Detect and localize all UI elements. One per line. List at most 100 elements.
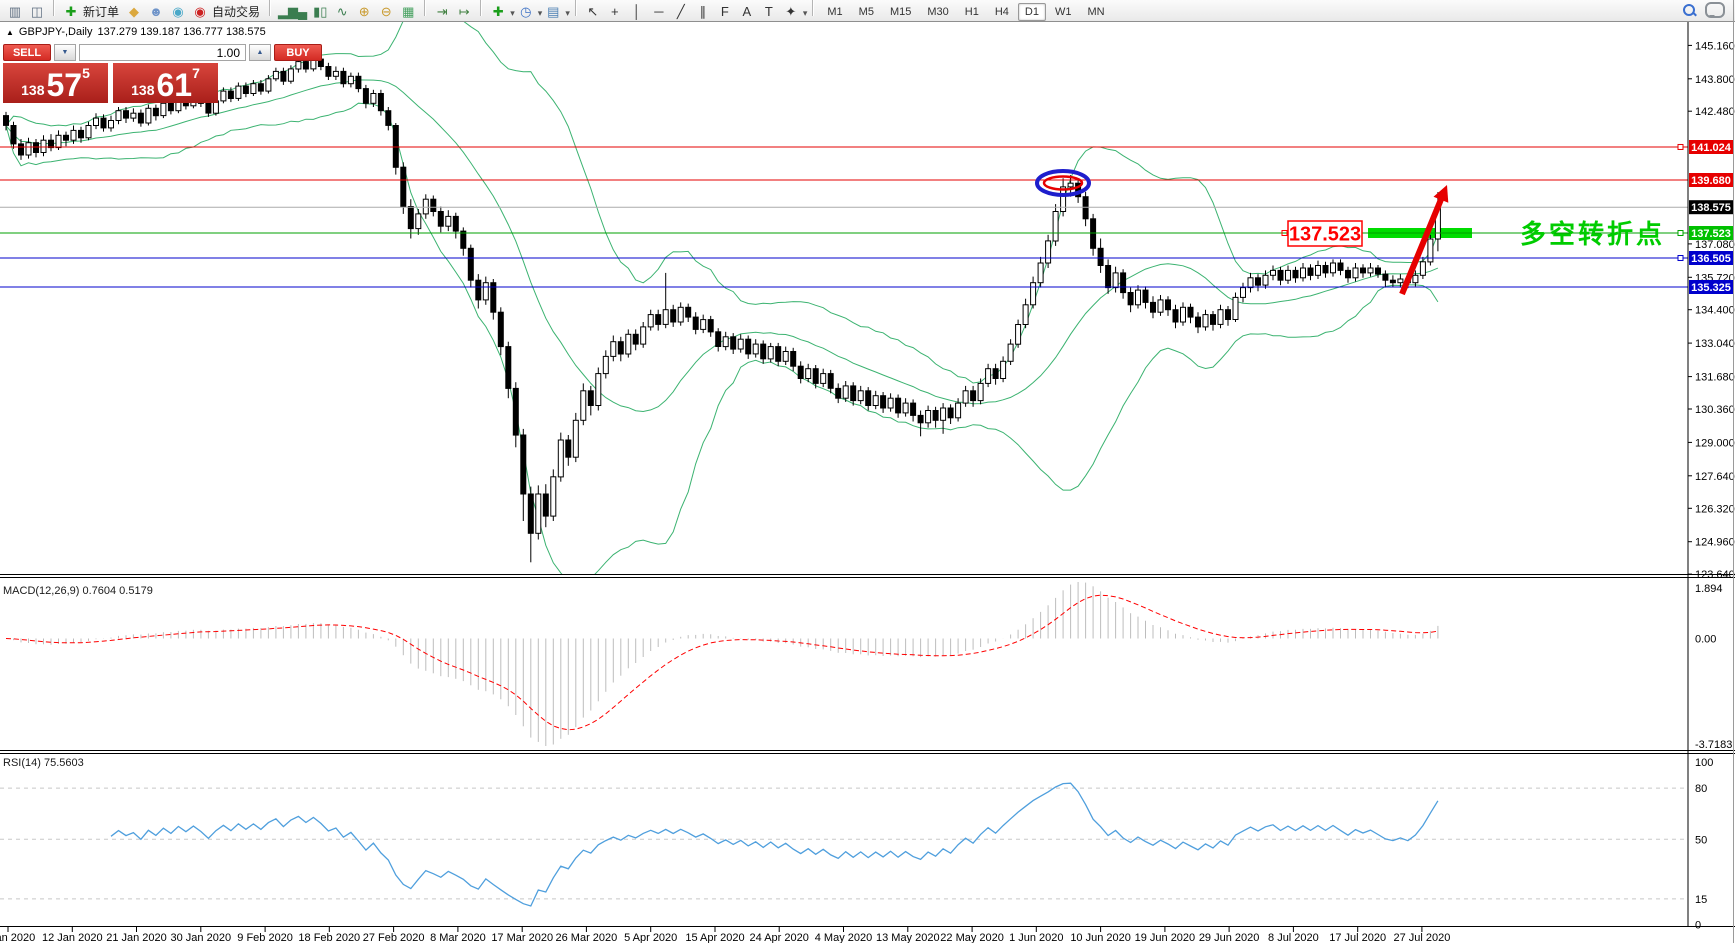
candle-body (1165, 299, 1171, 311)
navigator-icon[interactable]: ☻ (149, 3, 163, 19)
candle-body (1000, 360, 1007, 379)
sell-price-display[interactable]: 138 57 5 (3, 63, 108, 103)
metaeditor-icon[interactable]: ◆ (129, 3, 140, 19)
bollinger-middle-line (5, 79, 1439, 413)
buy-price-display[interactable]: 138 61 7 (113, 63, 218, 103)
candle-body (482, 282, 489, 301)
vertical-line-icon[interactable]: │ (632, 3, 641, 19)
timeframe-h1[interactable]: H1 (964, 5, 979, 18)
periods-clock-icon-caret[interactable]: ▾ (537, 7, 543, 18)
candle-body (1135, 289, 1141, 306)
template-icon[interactable]: ▤ (547, 3, 560, 19)
volume-input[interactable] (79, 44, 246, 61)
volume-decrease-button[interactable]: ▼ (54, 44, 76, 61)
candle-body (1127, 292, 1134, 306)
date-tick-label: 22 May 2020 (940, 932, 1004, 943)
text-icon[interactable]: A (742, 3, 752, 19)
autotrade-icon[interactable]: ◉ (194, 3, 206, 19)
collapse-triangle-icon[interactable]: ▲ (6, 27, 14, 37)
arrows-icon-caret[interactable]: ▾ (802, 7, 808, 18)
red-arrow-shaft[interactable] (1399, 195, 1445, 296)
candle-body (1262, 274, 1269, 286)
timeframe-m5[interactable]: M5 (858, 5, 874, 18)
hline-handle[interactable] (1677, 143, 1684, 150)
timeframe-w1[interactable]: W1 (1054, 5, 1072, 18)
candle-body (662, 309, 669, 325)
candle-body (1389, 279, 1396, 284)
search-icon[interactable] (1681, 2, 1697, 18)
candle-body (752, 343, 759, 355)
timeframe-h4[interactable]: H4 (994, 5, 1009, 18)
zoom-out-icon[interactable]: ⊖ (380, 3, 392, 19)
timeframe-d1[interactable]: D1 (1017, 2, 1046, 21)
sell-button[interactable]: SELL (3, 44, 51, 61)
candle-body (362, 88, 369, 104)
trendline-icon[interactable]: ╱ (676, 3, 685, 19)
rsi-panel[interactable] (0, 782, 1688, 907)
indicators-icon[interactable]: ✚ (492, 3, 504, 19)
tile-windows-icon[interactable]: ▦ (402, 3, 415, 19)
indicators-icon-caret[interactable]: ▾ (510, 7, 515, 18)
candle-body (145, 107, 152, 124)
candle-body (370, 93, 377, 104)
chart-area[interactable]: 137.523 多空转折点 145.160 143.800 142.480 137.080… (0, 22, 1735, 943)
template-icon-caret[interactable]: ▾ (565, 7, 570, 18)
arrows-icon[interactable]: ✦ (785, 3, 797, 19)
blue-ellipse-annotation[interactable] (1035, 169, 1091, 197)
candle-body (400, 166, 407, 207)
hline-handle[interactable] (1677, 255, 1684, 262)
candle-body (955, 402, 962, 419)
candle-body (250, 83, 257, 95)
candle-chart-icon[interactable]: ▮▯ (313, 3, 328, 19)
autotrade-icon-label[interactable]: 自动交易 (212, 4, 261, 19)
macd-zero-label: 0.00 (1695, 634, 1716, 646)
candle-body (1352, 267, 1359, 279)
price-panel[interactable]: 137.523 多空转折点 (0, 22, 1688, 583)
signal-icon[interactable]: ◉ (172, 3, 184, 19)
charts-window-icon[interactable]: ▥ (8, 3, 22, 19)
periods-clock-icon[interactable]: ◷ (520, 3, 532, 19)
auto-scroll-icon[interactable]: ⇥ (436, 3, 448, 19)
date-tick-label: 1 Jun 2020 (1009, 932, 1063, 943)
buy-button[interactable]: BUY (274, 44, 322, 61)
zoom-in-icon[interactable]: ⊕ (358, 3, 370, 19)
red-ellipse-annotation[interactable] (1042, 175, 1084, 191)
window-border (1733, 0, 1734, 943)
crosshair-icon[interactable]: + (611, 3, 619, 19)
candle-body (152, 107, 159, 117)
rsi-level-label: 0 (1695, 920, 1701, 932)
candle-body (460, 230, 467, 249)
price-box-anchor[interactable] (1281, 230, 1288, 236)
date-tick-label: 26 Mar 2020 (556, 932, 618, 943)
line-chart-icon[interactable]: ∿ (336, 3, 348, 19)
equidistant-channel-icon[interactable]: ∥ (699, 3, 707, 19)
candle-body (580, 390, 587, 421)
chat-icon[interactable] (1705, 2, 1725, 18)
hline-handle[interactable] (1677, 230, 1684, 236)
candle-body (1345, 269, 1351, 279)
volume-increase-button[interactable]: ▲ (249, 44, 271, 61)
new-order-icon[interactable]: ✚ (65, 3, 77, 19)
timeframe-m1[interactable]: M1 (827, 5, 843, 18)
timeframe-m15[interactable]: M15 (889, 5, 912, 18)
macd-panel[interactable] (5, 582, 1439, 746)
fibonacci-icon[interactable]: F (720, 3, 729, 19)
candle-body (685, 306, 692, 318)
chart-shift-icon[interactable]: ↦ (458, 3, 470, 19)
price-annotation-box[interactable] (1287, 220, 1363, 247)
cn-annotation-text[interactable]: 多空转折点 (1520, 219, 1665, 249)
timeframe-mn[interactable]: MN (1087, 5, 1105, 18)
profiles-icon[interactable]: ◫ (30, 3, 44, 19)
price-marker-label: 138.575 (1691, 202, 1731, 214)
text-label-icon[interactable]: T (764, 3, 773, 19)
red-arrow-head[interactable] (1433, 185, 1449, 203)
candle-body (617, 341, 624, 355)
candle-body (655, 314, 662, 325)
horizontal-line-icon[interactable]: ─ (654, 3, 664, 19)
cursor-icon[interactable]: ↖ (587, 3, 599, 19)
price-annotation-text[interactable]: 137.523 (1289, 224, 1361, 246)
price-marker-label: 136.505 (1691, 253, 1731, 265)
new-order-icon-label[interactable]: 新订单 (83, 4, 120, 19)
timeframe-m30[interactable]: M30 (927, 5, 949, 18)
bar-chart-icon[interactable]: ▂▆▄ (278, 3, 308, 19)
